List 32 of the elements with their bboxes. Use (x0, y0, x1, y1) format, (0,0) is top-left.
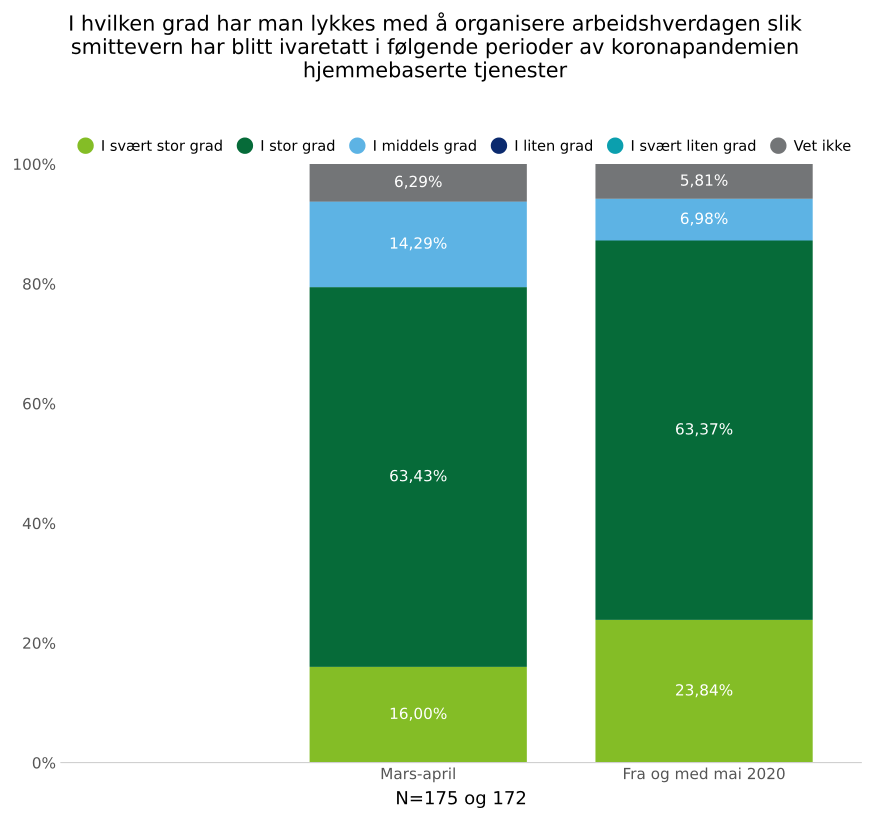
bar (595, 198, 813, 241)
x-tick-label: Mars-april (382, 767, 455, 782)
legend-label: I liten grad (516, 140, 592, 154)
legend-label: I svært liten grad (632, 140, 756, 154)
bar (595, 164, 813, 199)
y-tick-label: 100% (14, 158, 56, 170)
bar (310, 164, 527, 202)
data-label: 16,00% (390, 708, 447, 721)
bar (595, 620, 813, 763)
y-tick-label: 60% (23, 398, 56, 410)
bar (310, 287, 527, 667)
y-tick-label: 20% (23, 637, 56, 649)
data-label: 14,29% (390, 237, 447, 250)
x-tick-label: Fra og med mai 2020 (624, 767, 785, 782)
data-label: 63,37% (676, 423, 732, 436)
legend-label: I stor grad (262, 140, 334, 154)
legend-label: I middels grad (374, 140, 476, 154)
legend-label: I svært stor grad (102, 140, 222, 154)
chart-title: I hvilken grad har man lykkes med å organisere arbeidshverdagen slik smittevern har blitt ivaretatt i følgende perioder av koronapandemien hjemmebaserte tjenester (70, 12, 802, 82)
y-tick-label: 40% (22, 518, 56, 530)
bar (310, 202, 527, 288)
bar (310, 666, 527, 763)
legend-label: Vet ikke (794, 140, 850, 151)
data-label: 6,98% (680, 212, 728, 226)
data-label: 23,84% (676, 684, 732, 698)
data-label: 6,29% (395, 176, 442, 189)
data-label: 5,81% (680, 174, 728, 188)
y-tick-label: 80% (23, 278, 56, 290)
bar (595, 240, 813, 620)
x-axis-title: N=175 og 172 (397, 790, 526, 808)
y-tick-label: 0% (32, 757, 56, 769)
data-label: 63,43% (390, 470, 447, 483)
